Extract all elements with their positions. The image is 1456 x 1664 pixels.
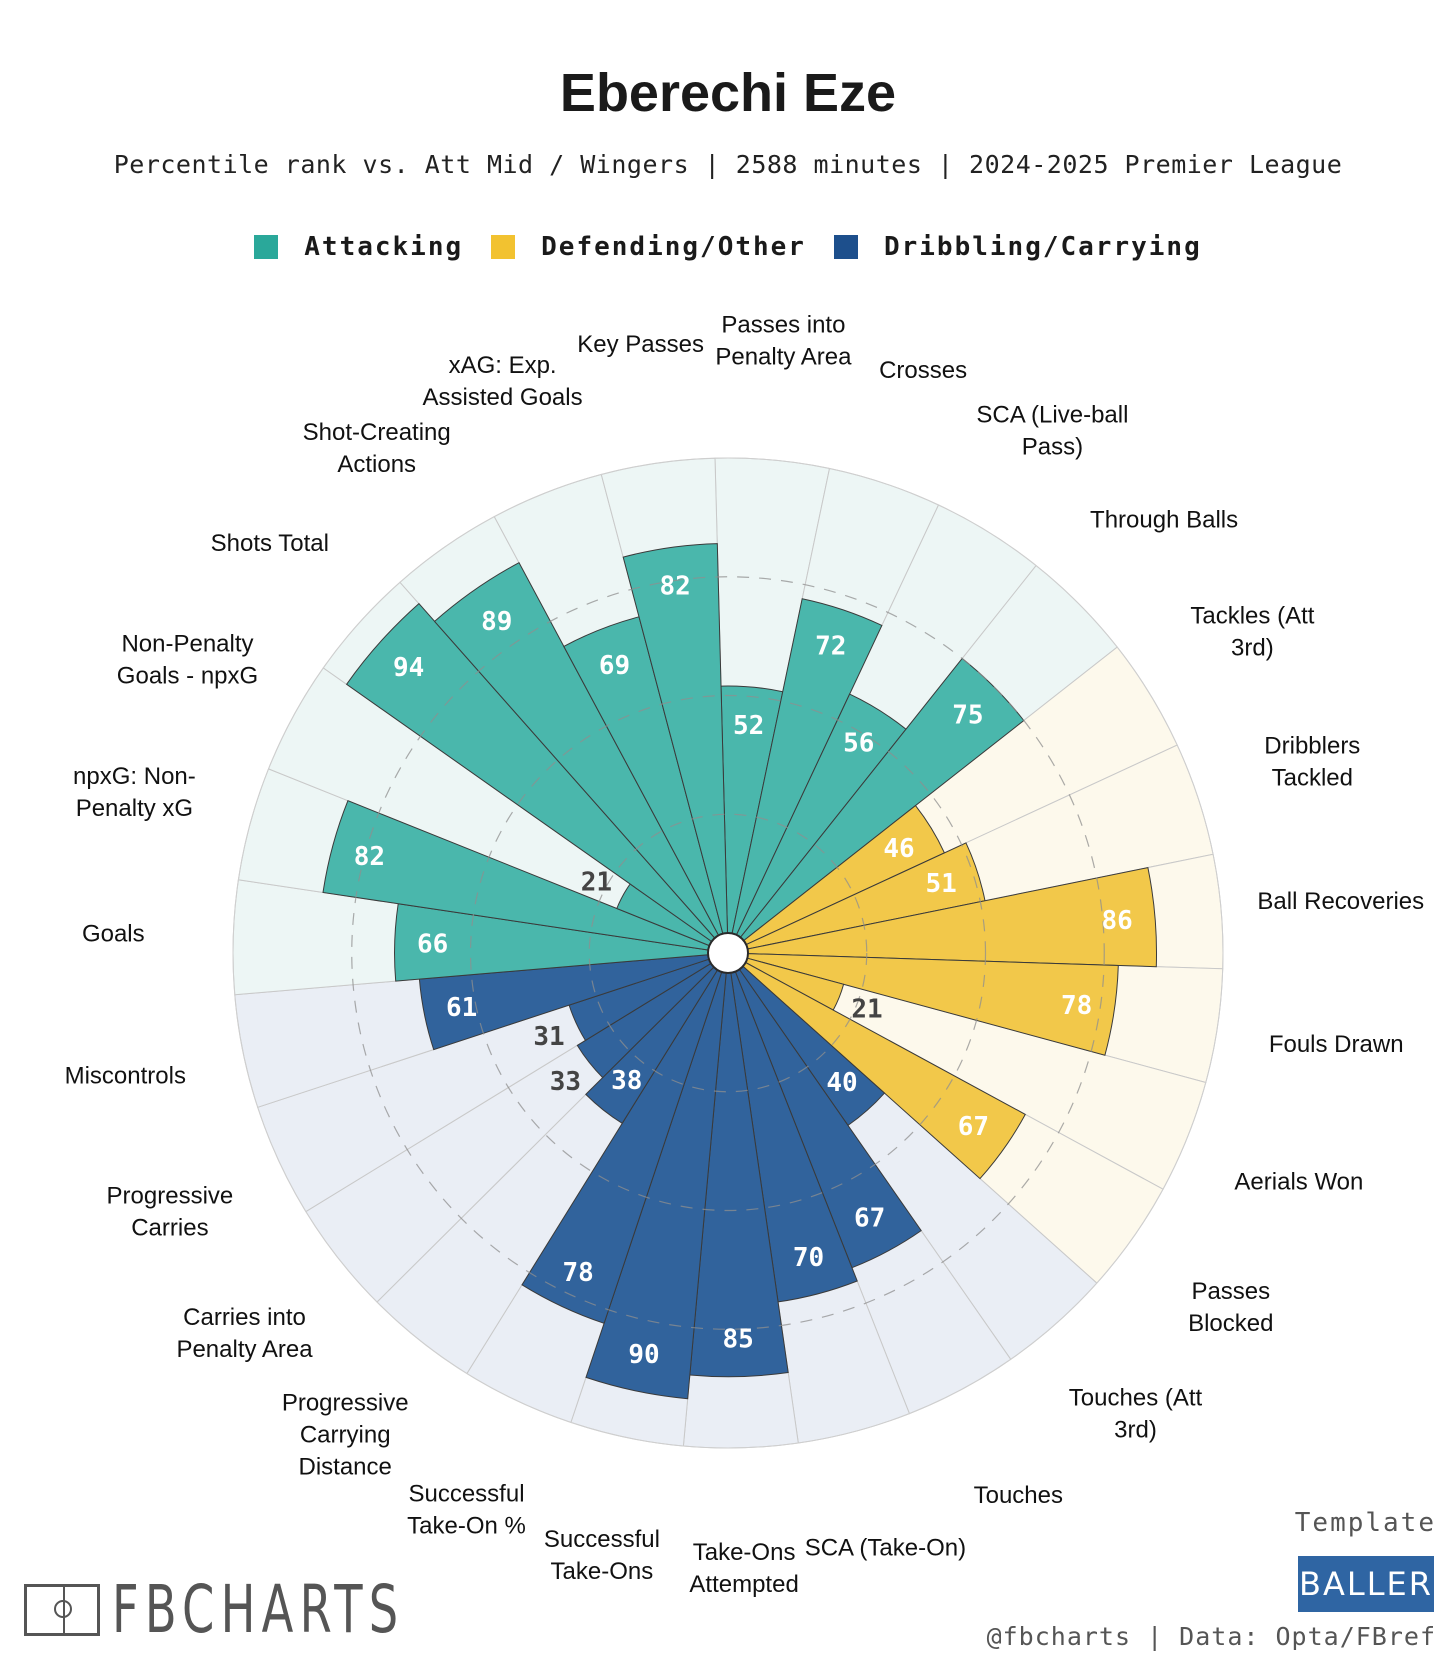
fbcharts-logo: FBCHARTS bbox=[24, 1571, 487, 1648]
category-label-sca-take-on: SCA (Take-On) bbox=[805, 1535, 966, 1562]
template-label: Template bbox=[1294, 1508, 1436, 1538]
category-labels: Passes into Penalty Area Crosses SCA (Live-… bbox=[65, 312, 1425, 1598]
legend: Attacking Defending/Other Dribbling/Carr… bbox=[0, 232, 1456, 262]
value-label-goals: 66 bbox=[417, 930, 448, 960]
category-label-npxg-non-penalty-xg: npxG: Non-Penalty xG bbox=[73, 763, 196, 822]
category-label-progressive-carrying-distance: Progressive Carrying Distance bbox=[282, 1389, 409, 1480]
chart-title: Eberechi Eze bbox=[559, 63, 897, 123]
value-label-aerials-won: 21 bbox=[851, 995, 882, 1025]
center-hub bbox=[707, 932, 749, 974]
value-label-progressive-carries: 31 bbox=[533, 1022, 564, 1052]
legend-swatch-defending bbox=[491, 235, 516, 259]
category-label-shot-creating-actions: Shot-Creating Actions bbox=[303, 419, 451, 478]
value-label-progressive-carrying-distance: 38 bbox=[611, 1066, 642, 1096]
category-label-goals: Goals bbox=[82, 920, 145, 947]
value-label-miscontrols: 61 bbox=[446, 993, 477, 1023]
data-credit: @fbcharts | Data: Opta/FBref bbox=[986, 1622, 1436, 1651]
value-label-ball-recoveries: 86 bbox=[1101, 906, 1132, 936]
category-label-fouls-drawn: Fouls Drawn bbox=[1269, 1031, 1404, 1058]
value-label-shot-creating-actions: 89 bbox=[481, 607, 512, 637]
grid-ring-50 bbox=[469, 694, 987, 1212]
category-label-progressive-carries: Progressive Carries bbox=[107, 1182, 234, 1241]
value-label-npxg-non-penalty-xg: 82 bbox=[354, 842, 385, 872]
category-label-shots-total: Shots Total bbox=[211, 530, 329, 557]
value-label-successful-take-on: 78 bbox=[562, 1258, 593, 1288]
value-label-crosses: 72 bbox=[815, 632, 846, 662]
bars bbox=[322, 543, 1158, 1400]
value-label-touches: 67 bbox=[854, 1204, 885, 1234]
value-label-sca-live-ball-pass: 56 bbox=[843, 728, 874, 758]
value-label-through-balls: 75 bbox=[952, 701, 983, 731]
category-label-passes-into-penalty-area: Passes into Penalty Area bbox=[715, 312, 852, 371]
pitch-icon bbox=[24, 1584, 100, 1636]
legend-label-defending: Defending/Other bbox=[541, 232, 806, 262]
category-label-successful-take-on: Successful Take-On % bbox=[407, 1481, 526, 1540]
logo-text: FBCHARTS bbox=[112, 1571, 405, 1648]
category-label-carries-into-penalty-area: Carries into Penalty Area bbox=[176, 1304, 313, 1363]
value-labels: 52 72 56 75 46 51 86 78 21 67 40 67 70 85 90 78 38 33 31 61… bbox=[354, 571, 1133, 1370]
category-label-passes-blocked: Passes Blocked bbox=[1188, 1278, 1273, 1337]
value-label-shots-total: 94 bbox=[393, 653, 424, 683]
legend-item-dribbling: Dribbling/Carrying bbox=[833, 232, 1202, 262]
category-label-through-balls: Through Balls bbox=[1090, 506, 1238, 533]
legend-swatch-dribbling bbox=[833, 235, 858, 259]
grid bbox=[232, 457, 1224, 1449]
category-label-ball-recoveries: Ball Recoveries bbox=[1257, 888, 1424, 915]
category-label-dribblers-tackled: Dribblers Tackled bbox=[1264, 732, 1360, 791]
category-label-sca-live-ball-pass: SCA (Live-ball Pass) bbox=[976, 402, 1128, 461]
value-label-non-penalty-goals-npxg: 21 bbox=[581, 868, 612, 898]
legend-label-attacking: Attacking bbox=[304, 232, 464, 262]
value-label-passes-blocked: 67 bbox=[958, 1112, 989, 1142]
category-label-xag-exp-assisted-goals: xAG: Exp. Assisted Goals bbox=[423, 352, 583, 411]
value-label-carries-into-penalty-area: 33 bbox=[550, 1067, 581, 1097]
value-label-tackles-att-3rd: 46 bbox=[883, 834, 914, 864]
category-label-aerials-won: Aerials Won bbox=[1234, 1169, 1363, 1196]
legend-item-attacking: Attacking bbox=[254, 232, 463, 262]
outer-ring bbox=[232, 457, 1224, 1449]
value-label-key-passes: 82 bbox=[660, 571, 691, 601]
value-label-successful-take-ons: 90 bbox=[628, 1340, 659, 1370]
category-label-tackles-att-3rd: Tackles (Att 3rd) bbox=[1190, 603, 1314, 662]
legend-swatch-attacking bbox=[254, 235, 279, 259]
legend-label-dribbling: Dribbling/Carrying bbox=[883, 232, 1202, 262]
value-label-passes-into-penalty-area: 52 bbox=[733, 711, 764, 741]
value-label-xag-exp-assisted-goals: 69 bbox=[599, 651, 630, 681]
category-label-take-ons-attempted: Take-Ons Attempted bbox=[689, 1539, 798, 1598]
value-label-touches-att-3rd: 40 bbox=[826, 1068, 857, 1098]
chart-subtitle: Percentile rank vs. Att Mid / Wingers | … bbox=[113, 150, 1343, 179]
value-label-sca-take-on: 70 bbox=[793, 1243, 824, 1273]
value-label-take-ons-attempted: 85 bbox=[722, 1325, 753, 1355]
category-label-non-penalty-goals-npxg: Non-Penalty Goals - npxG bbox=[117, 631, 258, 690]
category-label-miscontrols: Miscontrols bbox=[65, 1063, 186, 1090]
value-label-fouls-drawn: 78 bbox=[1061, 991, 1092, 1021]
category-label-crosses: Crosses bbox=[879, 357, 967, 384]
category-label-key-passes: Key Passes bbox=[577, 331, 704, 358]
value-label-dribblers-tackled: 51 bbox=[925, 869, 956, 899]
category-label-touches-att-3rd: Touches (Att 3rd) bbox=[1069, 1385, 1203, 1444]
template-badge: BALLER bbox=[1298, 1556, 1434, 1612]
legend-item-defending: Defending/Other bbox=[491, 232, 806, 262]
category-label-successful-take-ons: Successful Take-Ons bbox=[544, 1526, 660, 1585]
category-label-touches: Touches bbox=[974, 1482, 1063, 1509]
grid-ring-25 bbox=[588, 813, 868, 1093]
grid-ring-75 bbox=[351, 576, 1105, 1330]
